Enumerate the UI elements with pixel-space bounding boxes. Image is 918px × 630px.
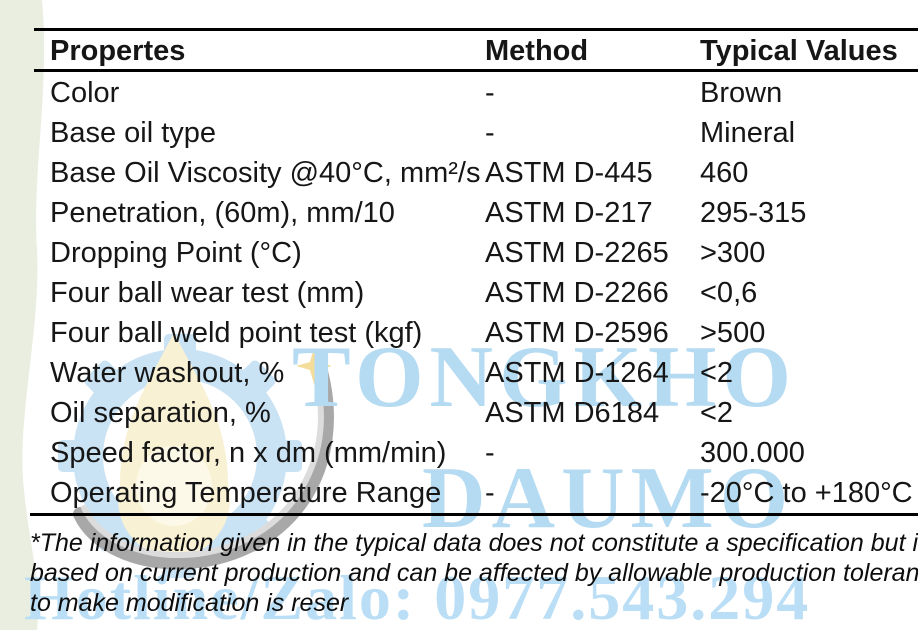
value-cell: Brown: [700, 77, 783, 109]
left-edge-decoration: [0, 0, 45, 630]
footnote-line: to make modification is reser: [30, 589, 349, 617]
brand-logo-watermark: [58, 332, 334, 578]
property-cell: Color: [50, 77, 120, 109]
method-cell: -: [485, 77, 495, 109]
property-cell: Four ball weld point test (kgf): [50, 317, 423, 349]
table-row: Color - Brown: [0, 73, 918, 113]
value-cell: <0,6: [700, 277, 758, 309]
table-row: Oil separation, % ASTM D6184 <2: [0, 393, 918, 433]
table-header-row: Propertes Method Typical Values: [0, 34, 918, 68]
header-typical-values: Typical Values: [700, 35, 898, 67]
property-cell: Operating Temperature Range: [50, 477, 442, 509]
property-cell: Base oil type: [50, 117, 217, 149]
method-cell: ASTM D-445: [485, 157, 653, 189]
value-cell: <2: [700, 357, 734, 389]
property-cell: Water washout, %: [50, 357, 285, 389]
watermark-hotline: Hotline/Zalo: 0977.543.294: [24, 562, 811, 630]
watermark-brand-bottom: DAUMO: [422, 450, 795, 547]
value-cell: <2: [700, 397, 734, 429]
oil-drop-icon: [118, 332, 230, 558]
table-row: Four ball weld point test (kgf) ASTM D-2…: [0, 313, 918, 353]
table-row: Speed factor, n x dm (mm/min) - 300.000: [0, 433, 918, 473]
method-cell: -: [485, 117, 495, 149]
property-cell: Oil separation, %: [50, 397, 271, 429]
table-top-rule: [34, 28, 918, 31]
value-cell: >300: [700, 237, 766, 269]
table-row: Dropping Point (°C) ASTM D-2265 >300: [0, 233, 918, 273]
table-row: Base Oil Viscosity @40°C, mm²/s ASTM D-4…: [0, 153, 918, 193]
property-cell: Speed factor, n x dm (mm/min): [50, 437, 447, 469]
table-body: Color - Brown Base oil type - Mineral Ba…: [0, 73, 918, 513]
header-method: Method: [485, 35, 589, 67]
method-cell: ASTM D-1264: [485, 357, 669, 389]
property-cell: Dropping Point (°C): [50, 237, 302, 269]
method-cell: ASTM D-2596: [485, 317, 669, 349]
property-cell: Base Oil Viscosity @40°C, mm²/s: [50, 157, 481, 189]
table-bottom-rule: [30, 513, 918, 516]
value-cell: 300.000: [700, 437, 805, 469]
table-row: Four ball wear test (mm) ASTM D-2266 <0,…: [0, 273, 918, 313]
table-header-rule: [34, 69, 918, 72]
method-cell: ASTM D-2266: [485, 277, 669, 309]
value-cell: -20°C to +180°C: [700, 477, 913, 509]
footnote: *The information given in the typical da…: [30, 528, 918, 618]
method-cell: ASTM D6184: [485, 397, 660, 429]
method-cell: -: [485, 437, 495, 469]
value-cell: 460: [700, 157, 749, 189]
value-cell: Mineral: [700, 117, 796, 149]
table-row: Base oil type - Mineral: [0, 113, 918, 153]
value-cell: >500: [700, 317, 766, 349]
property-cell: Penetration, (60m), mm/10: [50, 197, 395, 229]
method-cell: ASTM D-217: [485, 197, 653, 229]
method-cell: ASTM D-2265: [485, 237, 669, 269]
property-cell: Four ball wear test (mm): [50, 277, 365, 309]
table-row: Operating Temperature Range - -20°C to +…: [0, 473, 918, 513]
table-row: Penetration, (60m), mm/10 ASTM D-217 295…: [0, 193, 918, 233]
footnote-line: *The information given in the typical da…: [30, 529, 918, 557]
value-cell: 295-315: [700, 197, 807, 229]
header-properties: Propertes: [50, 35, 186, 67]
footnote-line: based on current production and can be a…: [30, 559, 918, 587]
swoosh-icon: [73, 361, 334, 570]
method-cell: -: [485, 477, 495, 509]
watermark-brand-top: TONGKHO: [292, 329, 797, 426]
spark-star-icon: [296, 348, 332, 384]
table-row: Water washout, % ASTM D-1264 <2: [0, 353, 918, 393]
